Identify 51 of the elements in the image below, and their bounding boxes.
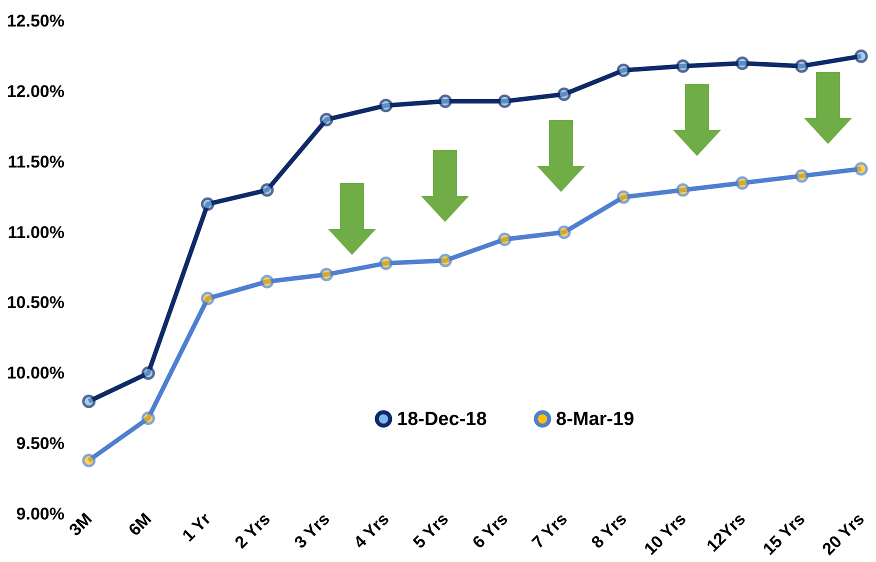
point xyxy=(379,256,393,270)
point xyxy=(82,454,96,468)
point xyxy=(854,162,868,176)
point xyxy=(616,64,630,78)
point xyxy=(260,183,274,197)
y-tick-label: 12.00% xyxy=(6,82,64,101)
x-tick-label: 7 Yrs xyxy=(528,509,571,552)
y-tick-label: 11.50% xyxy=(8,152,64,172)
x-tick-label: 3 Yrs xyxy=(290,509,334,552)
point xyxy=(795,169,808,183)
point xyxy=(82,394,96,408)
point xyxy=(854,50,868,63)
point xyxy=(142,412,155,425)
point xyxy=(498,94,512,108)
point xyxy=(676,183,690,197)
point xyxy=(557,226,571,239)
point xyxy=(260,274,274,288)
y-tick-label: 9.50% xyxy=(16,434,64,454)
x-tick-label: 2 Yrs xyxy=(231,509,274,552)
x-tick-label: 8 Yrs xyxy=(588,509,630,552)
x-tick-label: 5 Yrs xyxy=(410,509,452,552)
point xyxy=(557,88,571,101)
point xyxy=(142,366,155,380)
legend-label: 18-Dec-18 xyxy=(397,408,487,430)
y-tick-label: 10.50% xyxy=(6,293,64,312)
point xyxy=(200,292,214,306)
point xyxy=(498,232,512,246)
y-tick-label: 11.00% xyxy=(8,222,64,242)
point xyxy=(616,190,630,204)
x-tick-label: 4 Yrs xyxy=(350,509,393,552)
point xyxy=(200,197,214,211)
x-tick-label: 6M xyxy=(124,509,156,540)
y-tick-label: 9.00% xyxy=(16,504,64,524)
point xyxy=(736,176,750,190)
x-tick-label: 20 Yrs xyxy=(818,509,868,559)
point xyxy=(676,59,690,73)
y-tick-label: 10.00% xyxy=(6,364,64,383)
x-tick-label: 3M xyxy=(66,509,96,540)
x-tick-label: 1 Yr xyxy=(178,509,215,546)
x-tick-label: 6 Yrs xyxy=(468,509,512,552)
point xyxy=(438,94,452,108)
point xyxy=(795,59,808,73)
y-tick-label: 12.50% xyxy=(6,12,64,30)
point xyxy=(736,56,750,70)
point xyxy=(438,254,452,268)
legend-label: 8-Mar-19 xyxy=(556,408,634,430)
x-tick-label: 10 Yrs xyxy=(640,509,690,559)
point xyxy=(320,268,334,282)
x-tick-label: 15 Yrs xyxy=(759,509,809,559)
point xyxy=(320,112,334,126)
point xyxy=(379,98,393,112)
